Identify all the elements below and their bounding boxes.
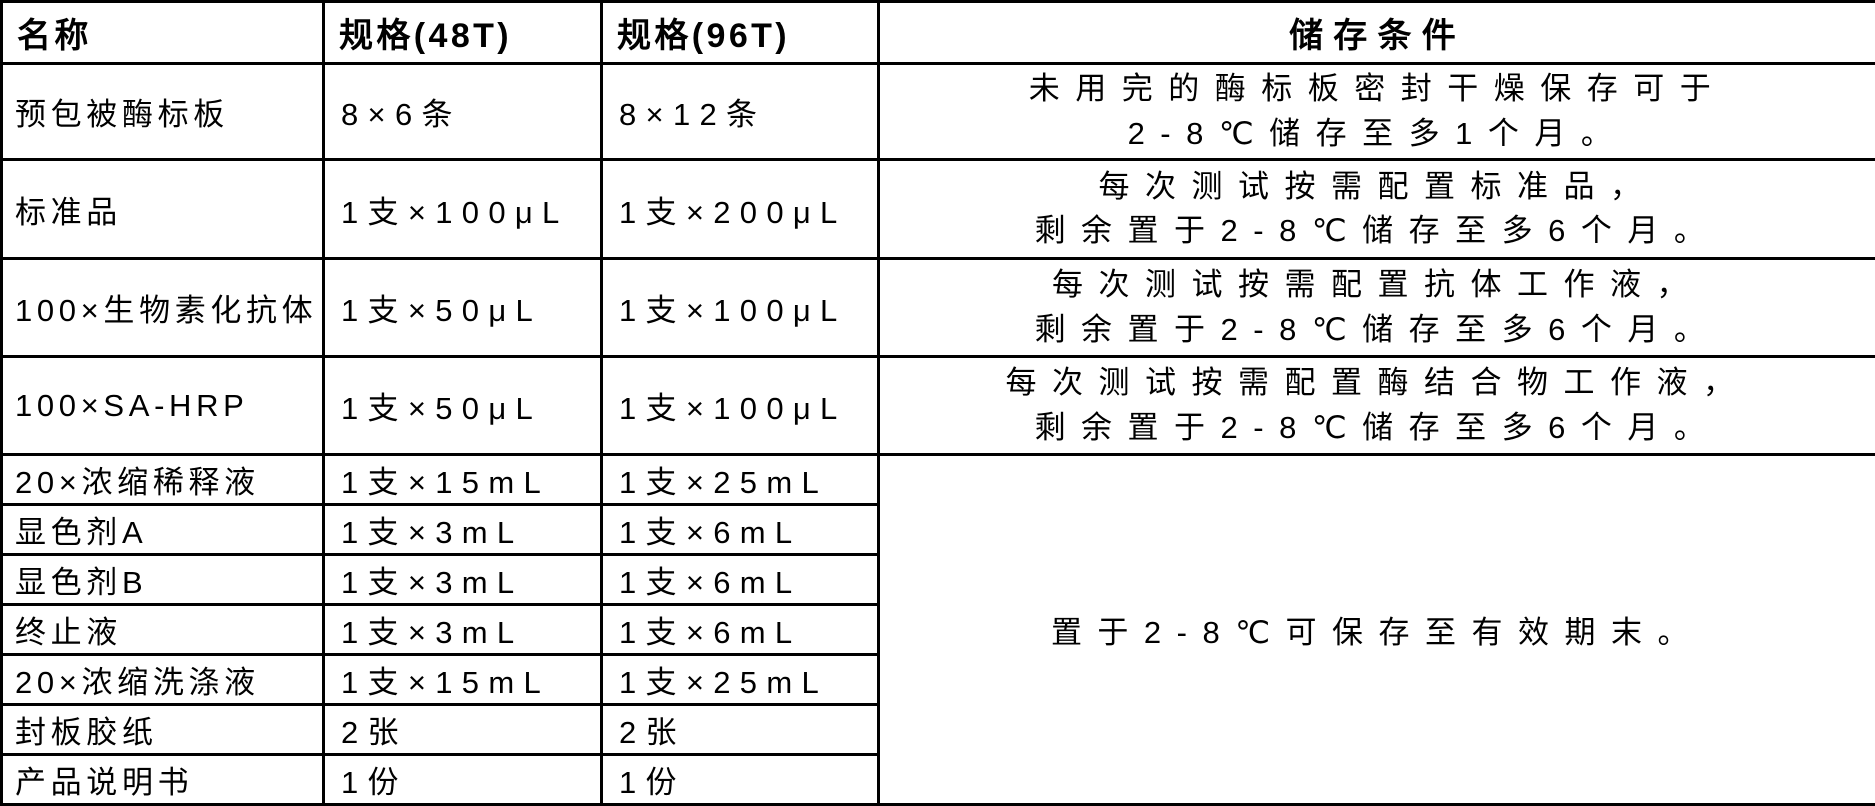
table-row: 标准品 1支×100μL 1支×200μL 每次测试按需配置标准品， 剩余置于2…	[2, 160, 1875, 259]
header-storage-conditions: 储存条件	[879, 2, 1875, 64]
cell-storage-conditions: 每次测试按需配置抗体工作液， 剩余置于2-8℃储存至多6个月。	[879, 259, 1875, 357]
cell-storage-conditions-merged: 置于2-8℃可保存至有效期末。	[879, 455, 1875, 805]
cell-spec-96t: 1支×6mL	[602, 605, 879, 655]
cell-component-name: 标准品	[2, 160, 324, 259]
cell-spec-48t: 1支×3mL	[324, 605, 602, 655]
cell-spec-48t: 1支×15mL	[324, 655, 602, 705]
cell-spec-48t: 1支×15mL	[324, 455, 602, 505]
storage-line: 每次测试按需配置抗体工作液，	[880, 263, 1875, 307]
cell-spec-48t: 1支×3mL	[324, 555, 602, 605]
cell-spec-48t: 1支×3mL	[324, 505, 602, 555]
cell-spec-48t: 1支×50μL	[324, 259, 602, 357]
cell-spec-48t: 1支×50μL	[324, 357, 602, 455]
cell-spec-96t: 1支×6mL	[602, 555, 879, 605]
storage-line: 剩余置于2-8℃储存至多6个月。	[880, 209, 1875, 253]
storage-line: 剩余置于2-8℃储存至多6个月。	[880, 406, 1875, 450]
cell-component-name: 显色剂B	[2, 555, 324, 605]
cell-storage-conditions: 未用完的酶标板密封干燥保存可于 2-8℃储存至多1个月。	[879, 64, 1875, 160]
cell-component-name: 20×浓缩洗涤液	[2, 655, 324, 705]
table-row: 预包被酶标板 8×6条 8×12条 未用完的酶标板密封干燥保存可于 2-8℃储存…	[2, 64, 1875, 160]
cell-spec-96t: 1支×6mL	[602, 505, 879, 555]
storage-line: 剩余置于2-8℃储存至多6个月。	[880, 308, 1875, 352]
cell-spec-96t: 1支×25mL	[602, 455, 879, 505]
header-spec-48t: 规格(48T)	[324, 2, 602, 64]
cell-component-name: 20×浓缩稀释液	[2, 455, 324, 505]
storage-line: 2-8℃储存至多1个月。	[880, 112, 1875, 156]
cell-spec-96t: 1支×100μL	[602, 259, 879, 357]
cell-spec-48t: 8×6条	[324, 64, 602, 160]
storage-line: 未用完的酶标板密封干燥保存可于	[880, 67, 1875, 111]
cell-component-name: 封板胶纸	[2, 705, 324, 755]
cell-storage-conditions: 每次测试按需配置酶结合物工作液， 剩余置于2-8℃储存至多6个月。	[879, 357, 1875, 455]
cell-spec-96t: 1支×200μL	[602, 160, 879, 259]
cell-spec-96t: 8×12条	[602, 64, 879, 160]
storage-line: 每次测试按需配置酶结合物工作液，	[880, 361, 1875, 405]
table-row: 20×浓缩稀释液 1支×15mL 1支×25mL 置于2-8℃可保存至有效期末。	[2, 455, 1875, 505]
cell-spec-96t: 1份	[602, 755, 879, 805]
cell-storage-conditions: 每次测试按需配置标准品， 剩余置于2-8℃储存至多6个月。	[879, 160, 1875, 259]
table-row: 100×生物素化抗体 1支×50μL 1支×100μL 每次测试按需配置抗体工作…	[2, 259, 1875, 357]
table-header-row: 名称 规格(48T) 规格(96T) 储存条件	[2, 2, 1875, 64]
table-row: 100×SA-HRP 1支×50μL 1支×100μL 每次测试按需配置酶结合物…	[2, 357, 1875, 455]
cell-spec-48t: 1支×100μL	[324, 160, 602, 259]
header-spec-96t: 规格(96T)	[602, 2, 879, 64]
cell-spec-48t: 1份	[324, 755, 602, 805]
storage-line: 每次测试按需配置标准品，	[880, 165, 1875, 209]
cell-spec-96t: 1支×25mL	[602, 655, 879, 705]
cell-component-name: 产品说明书	[2, 755, 324, 805]
cell-component-name: 终止液	[2, 605, 324, 655]
cell-component-name: 100×SA-HRP	[2, 357, 324, 455]
cell-spec-96t: 2张	[602, 705, 879, 755]
header-name: 名称	[2, 2, 324, 64]
cell-spec-96t: 1支×100μL	[602, 357, 879, 455]
cell-component-name: 预包被酶标板	[2, 64, 324, 160]
cell-component-name: 显色剂A	[2, 505, 324, 555]
cell-spec-48t: 2张	[324, 705, 602, 755]
cell-component-name: 100×生物素化抗体	[2, 259, 324, 357]
